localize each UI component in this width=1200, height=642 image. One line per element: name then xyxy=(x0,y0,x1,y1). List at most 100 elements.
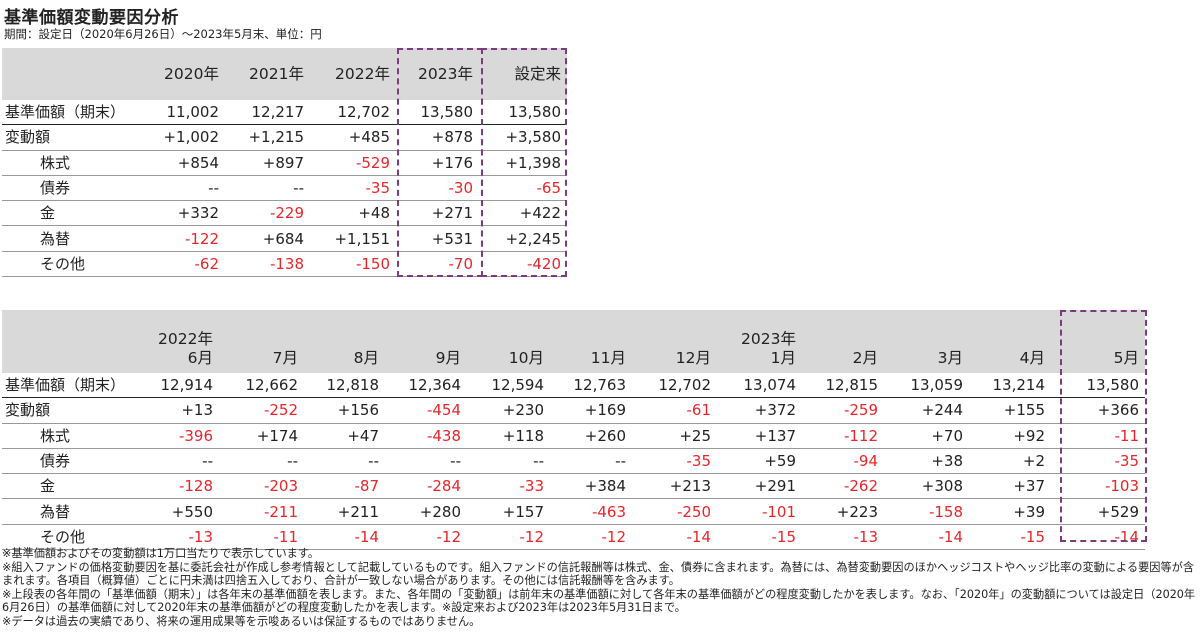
row-label: 金 xyxy=(2,200,143,227)
table-cell: +157 xyxy=(467,498,550,525)
table-cell: 12,914 xyxy=(143,373,219,399)
monthly-column-header: 5月 xyxy=(1051,310,1145,373)
year-label xyxy=(632,330,711,349)
row-label: 株式 xyxy=(2,150,143,176)
table-cell: -14 xyxy=(1051,524,1145,551)
table-cell: -- xyxy=(550,448,632,475)
table-cell: -35 xyxy=(632,448,717,475)
table-cell: -15 xyxy=(969,524,1051,551)
row-label: 為替 xyxy=(2,498,143,525)
table-cell: +854 xyxy=(143,150,225,176)
year-label xyxy=(550,330,626,349)
footnote-line: ※基準価額およびその変動額は1万口当たりで表示しています。 xyxy=(2,547,320,560)
table-cell: +3,580 xyxy=(479,124,567,151)
table-cell: -35 xyxy=(310,175,396,202)
table-cell: +332 xyxy=(143,200,225,227)
table-cell: +230 xyxy=(467,397,550,424)
year-label xyxy=(304,330,379,349)
table-cell: -463 xyxy=(550,498,632,525)
annual-header-row: 2020年 2021年 2022年 2023年 設定来 xyxy=(2,48,567,100)
table-row: 変動額 +13 -252 +156 -454 +230 +169 -61 +372 -259 +24… xyxy=(2,397,1145,424)
table-cell: +2,245 xyxy=(479,225,567,252)
monthly-column-header: 2023年 1月 xyxy=(717,310,802,373)
year-label xyxy=(1051,330,1139,349)
table-cell: -122 xyxy=(143,225,225,252)
table-cell: -12 xyxy=(385,524,467,551)
monthly-header-corner xyxy=(2,310,143,373)
table-cell: 12,815 xyxy=(802,373,884,399)
table-row: 債券 -- -- -- -- -- -- -35 +59 -94 +38 +2 -35 xyxy=(2,448,1145,475)
table-cell: -103 xyxy=(1051,473,1145,500)
month-label: 12月 xyxy=(675,349,711,367)
table-cell: 13,059 xyxy=(884,373,969,399)
table-cell: -252 xyxy=(219,397,304,424)
table-cell: +1,215 xyxy=(225,124,310,151)
table-row: 為替 -122 +684 +1,151 +531 +2,245 xyxy=(2,225,567,252)
annual-column-header: 2022年 xyxy=(310,48,396,100)
table-cell: -61 xyxy=(632,397,717,424)
table-cell: +213 xyxy=(632,473,717,500)
table-cell: +211 xyxy=(304,498,385,525)
table-cell: -112 xyxy=(802,423,884,449)
month-label: 2月 xyxy=(852,349,878,367)
month-label: 5月 xyxy=(1113,349,1139,367)
annual-table: 2020年 2021年 2022年 2023年 設定来 基準価額（期末） 11,002 12,… xyxy=(2,48,567,278)
footnote-line: ※データは過去の実績であり、将来の運用成果等を示唆あるいは保証するものではありま… xyxy=(2,614,481,628)
table-cell: 12,702 xyxy=(632,373,717,399)
row-label: 債券 xyxy=(2,175,143,202)
table-cell: +223 xyxy=(802,498,884,525)
month-label: 11月 xyxy=(590,349,626,367)
month-label: 10月 xyxy=(508,349,544,367)
table-cell: -14 xyxy=(884,524,969,551)
table-row: その他 -62 -138 -150 -70 -420 xyxy=(2,251,567,278)
month-label: 1月 xyxy=(770,349,796,367)
year-label: 2022年 xyxy=(158,330,213,348)
table-cell: -150 xyxy=(310,251,396,278)
table-cell: +308 xyxy=(884,473,969,500)
footnote-line: ※組入ファンドの価格変動要因を基に委託会社が作成し参考情報として記載しているもの… xyxy=(2,560,1195,588)
table-cell: -138 xyxy=(225,251,310,278)
table-cell: -12 xyxy=(550,524,632,551)
table-cell: +169 xyxy=(550,397,632,424)
monthly-column-header: 8月 xyxy=(304,310,385,373)
period-subtitle: 期間：設定日（2020年6月26日）～2023年5月末、単位：円 xyxy=(4,27,322,41)
table-cell: 12,594 xyxy=(467,373,550,399)
table-cell: +366 xyxy=(1051,397,1145,424)
month-label: 3月 xyxy=(937,349,963,367)
table-cell: +1,002 xyxy=(143,124,225,151)
table-row: 基準価額（期末） 11,002 12,217 12,702 13,580 13,580 xyxy=(2,100,567,126)
table-cell: -- xyxy=(304,448,385,475)
table-row: 金 +332 -229 +48 +271 +422 xyxy=(2,200,567,227)
table-cell: +271 xyxy=(396,200,479,227)
table-cell: 12,763 xyxy=(550,373,632,399)
table-cell: -12 xyxy=(467,524,550,551)
table-cell: +422 xyxy=(479,200,567,227)
table-cell: +531 xyxy=(396,225,479,252)
annual-column-header: 2023年 xyxy=(396,48,479,100)
table-cell: -250 xyxy=(632,498,717,525)
table-cell: 12,818 xyxy=(304,373,385,399)
table-cell: -13 xyxy=(802,524,884,551)
monthly-column-header: 9月 xyxy=(385,310,467,373)
table-cell: +1,398 xyxy=(479,150,567,176)
monthly-header-row: 2022年 6月 7月 8月 9月 10月 11月 12月 2023年 1月 2月 3月 4月 5月 xyxy=(2,310,1145,373)
row-label: 金 xyxy=(2,473,143,500)
monthly-table: 2022年 6月 7月 8月 9月 10月 11月 12月 2023年 1月 2月 3月 4月 5月 基準価… xyxy=(2,310,1145,551)
table-cell: +92 xyxy=(969,423,1051,449)
monthly-column-header: 12月 xyxy=(632,310,717,373)
monthly-column-header: 4月 xyxy=(969,310,1051,373)
row-label: その他 xyxy=(2,251,143,278)
table-row: その他 -13 -11 -14 -12 -12 -12 -14 -15 -13 -14 -15 -14 xyxy=(2,524,1145,551)
table-cell: -259 xyxy=(802,397,884,424)
table-cell: +137 xyxy=(717,423,802,449)
table-cell: 13,214 xyxy=(969,373,1051,399)
table-cell: -33 xyxy=(467,473,550,500)
year-label xyxy=(219,330,298,349)
row-label: 基準価額（期末） xyxy=(2,373,143,399)
table-cell: -420 xyxy=(479,251,567,278)
year-label xyxy=(802,330,878,349)
table-cell: +550 xyxy=(143,498,219,525)
table-cell: -- xyxy=(225,175,310,202)
table-cell: +878 xyxy=(396,124,479,151)
month-label: 4月 xyxy=(1019,349,1045,367)
